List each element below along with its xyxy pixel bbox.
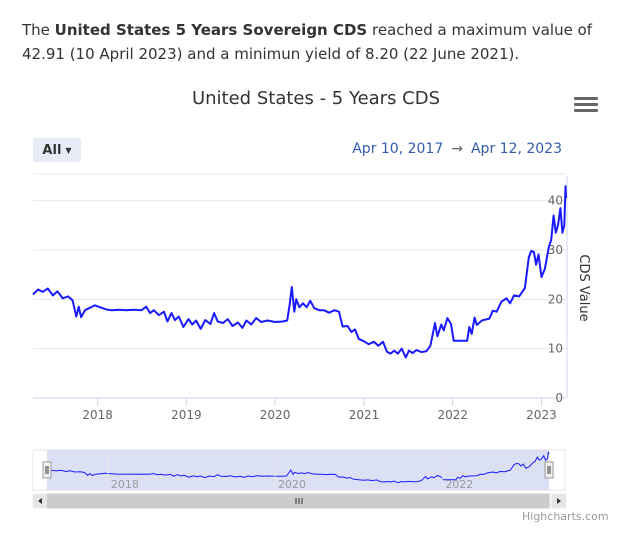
date-range-from[interactable]: Apr 10, 2017 bbox=[352, 141, 444, 157]
range-selector-all-button[interactable]: All ▼ bbox=[33, 138, 81, 162]
x-axis: 2018 2019 2020 2021 2022 2023 bbox=[33, 397, 566, 422]
series-line-cds bbox=[32, 185, 567, 359]
x-tick-label: 2023 bbox=[526, 408, 557, 422]
x-tick-label: 2019 bbox=[171, 408, 202, 422]
date-range-to[interactable]: Apr 12, 2023 bbox=[470, 141, 562, 157]
y-tick-label: 10 bbox=[548, 342, 563, 356]
scrollbar-thumb[interactable] bbox=[46, 493, 550, 509]
hamburger-menu-icon[interactable] bbox=[574, 97, 598, 117]
navigator-handle-left[interactable] bbox=[42, 461, 52, 479]
x-tick-label: 2020 bbox=[260, 408, 291, 422]
y-tick-label: 20 bbox=[548, 292, 563, 306]
triangle-left-icon bbox=[38, 498, 42, 504]
scrollbar bbox=[32, 493, 567, 509]
arrow-right-icon: → bbox=[451, 141, 463, 157]
y-axis-title: CDS Value bbox=[576, 254, 591, 321]
navigator-series-line bbox=[46, 451, 550, 484]
navigator-tick-label: 2018 bbox=[111, 478, 139, 491]
y-tick-label: 30 bbox=[548, 243, 563, 257]
range-selector-label: All bbox=[42, 142, 62, 158]
navigator-handle-right[interactable] bbox=[544, 461, 554, 479]
intro-suffix: reached a maximum value of 42.91 (10 Apr… bbox=[22, 21, 593, 63]
triangle-right-icon bbox=[557, 498, 561, 504]
y-tick-label: 0 bbox=[555, 391, 563, 405]
caret-down-icon: ▼ bbox=[65, 145, 72, 155]
navigator-tick-label: 2022 bbox=[445, 478, 473, 491]
intro-subject: United States 5 Years Sovereign CDS bbox=[54, 21, 368, 39]
date-range-display: Apr 10, 2017 → Apr 12, 2023 bbox=[352, 141, 562, 157]
navigator-selected-range bbox=[47, 450, 549, 490]
x-tick-label: 2022 bbox=[437, 408, 468, 422]
navigator-tick-label: 2020 bbox=[278, 478, 306, 491]
x-tick-label: 2018 bbox=[82, 408, 113, 422]
y-tick-label: 40 bbox=[548, 194, 563, 208]
y-axis: 0 10 20 30 40 CDS Value bbox=[548, 194, 591, 405]
grid-lines bbox=[33, 173, 568, 399]
intro-prefix: The bbox=[22, 21, 55, 39]
intro-text: The United States 5 Years Sovereign CDS … bbox=[22, 18, 622, 66]
x-tick-label: 2021 bbox=[349, 408, 380, 422]
chart-title: United States - 5 Years CDS bbox=[191, 88, 441, 109]
plot-area bbox=[32, 185, 567, 359]
credits-link[interactable]: Highcharts.com bbox=[522, 510, 609, 523]
navigator: 2018 2020 2022 bbox=[32, 449, 566, 491]
